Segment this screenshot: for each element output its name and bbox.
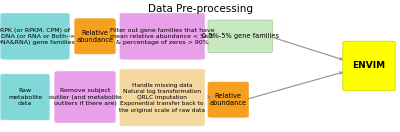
Text: 0.5%-5% gene families: 0.5%-5% gene families [202,33,279,39]
Text: ENVIM: ENVIM [352,62,386,70]
Text: Raw
metabolite
data: Raw metabolite data [8,88,42,106]
Text: Data Pre-processing: Data Pre-processing [148,4,252,14]
FancyBboxPatch shape [208,20,272,53]
FancyBboxPatch shape [1,13,69,59]
Text: Remove subject
outlier (and metabolite
outliers if there are): Remove subject outlier (and metabolite o… [49,88,121,106]
Text: Filter out gene families that have
mean relative abundance < 5e-5
& percentage o: Filter out gene families that have mean … [110,28,214,45]
FancyBboxPatch shape [343,41,395,91]
Text: Relative
abundance: Relative abundance [76,30,114,43]
FancyBboxPatch shape [1,74,49,120]
FancyBboxPatch shape [120,70,204,126]
FancyBboxPatch shape [75,19,115,54]
FancyBboxPatch shape [208,82,248,117]
Text: Handle missing data
Natural log transformation
QRLC imputation
Exponential trans: Handle missing data Natural log transfor… [119,83,205,113]
Text: RPK (or RPKM, CPM) of
DNA (or RNA or Both-
DNA&RNA) gene families: RPK (or RPKM, CPM) of DNA (or RNA or Bot… [0,28,74,45]
FancyBboxPatch shape [120,13,204,59]
Text: Relative
abundance: Relative abundance [210,93,247,106]
FancyBboxPatch shape [55,72,115,122]
